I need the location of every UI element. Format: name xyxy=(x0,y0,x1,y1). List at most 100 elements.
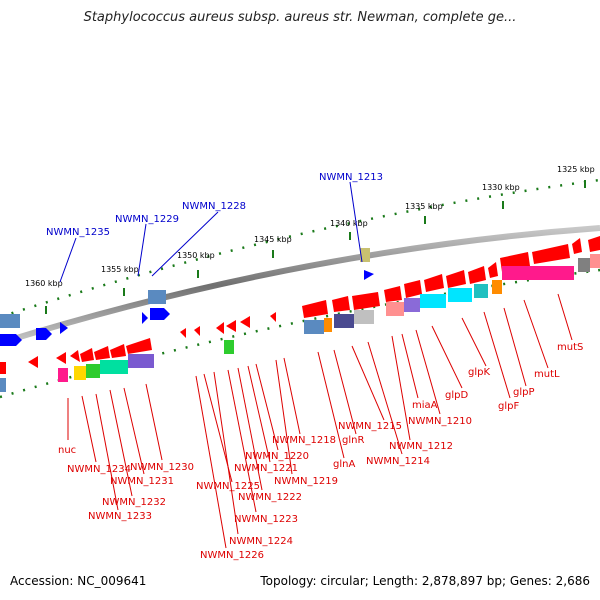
gene-arrow xyxy=(404,280,422,298)
top-label-leaders xyxy=(59,181,363,283)
gene-label-bottom: glnA xyxy=(333,459,355,470)
feature-block xyxy=(448,288,472,302)
kbp-label: 1325 kbp xyxy=(557,165,595,174)
gene-label-bottom: NWMN_1223 xyxy=(234,514,298,525)
feature-block xyxy=(386,302,404,316)
gene-label-top: NWMN_1213 xyxy=(319,172,383,183)
feature-blocks[interactable] xyxy=(0,248,600,392)
feature-block xyxy=(590,254,600,268)
gene-arrow xyxy=(56,352,66,364)
gene-label-bottom: NWMN_1212 xyxy=(389,441,453,452)
gene-arrow xyxy=(240,316,250,328)
accession-text: Accession: NC_009641 xyxy=(10,574,147,588)
feature-block xyxy=(58,368,68,382)
gene-label-bottom: NWMN_1210 xyxy=(408,416,472,427)
gene-label-bottom: NWMN_1233 xyxy=(88,511,152,522)
reverse-gene-arrows[interactable] xyxy=(0,270,374,346)
gene-arrow xyxy=(194,326,200,336)
kbp-tick-labels: 1325 kbp 1330 kbp 1335 kbp 1340 kbp 1345… xyxy=(25,165,595,288)
gene-label-bottom: mutS xyxy=(557,342,583,353)
feature-block xyxy=(474,284,488,298)
gene-arrow xyxy=(446,270,466,288)
gene-label-bottom: glpD xyxy=(445,390,468,401)
gene-arrow xyxy=(302,300,328,318)
gene-arrow xyxy=(110,344,126,358)
gene-arrow xyxy=(270,312,276,322)
gene-label-bottom: NWMN_1226 xyxy=(200,550,264,561)
gene-label-bottom: NWMN_1225 xyxy=(196,481,260,492)
feature-block xyxy=(420,294,446,308)
gene-label-bottom: glpK xyxy=(468,367,490,378)
gene-arrow xyxy=(468,266,486,284)
kbp-major-ticks xyxy=(45,180,586,314)
feature-block xyxy=(100,360,128,374)
feature-block xyxy=(354,310,374,324)
gene-label-bottom: NWMN_1230 xyxy=(130,462,194,473)
gene-arrow xyxy=(0,334,22,346)
feature-block xyxy=(360,248,370,262)
gene-label-bottom: NWMN_1222 xyxy=(238,492,302,503)
top-labels[interactable]: NWMN_1213 NWMN_1228 NWMN_1229 NWMN_1235 xyxy=(46,172,383,238)
gene-label-bottom: NWMN_1214 xyxy=(366,456,430,467)
bottom-labels[interactable]: mutS mutL glpP glpF glpK glpD NWMN_1210 … xyxy=(58,342,583,561)
gene-arrow xyxy=(332,296,350,312)
gene-label-top: NWMN_1235 xyxy=(46,227,110,238)
gene-label-top: NWMN_1229 xyxy=(115,214,179,225)
kbp-label: 1355 kbp xyxy=(101,265,139,274)
gene-arrow xyxy=(60,322,68,334)
gene-arrow xyxy=(216,322,224,334)
chromosome-backbone xyxy=(0,225,600,346)
gene-arrow xyxy=(80,348,94,362)
kbp-scale-track xyxy=(0,178,600,319)
feature-block xyxy=(404,298,420,312)
gene-label-bottom: glpP xyxy=(513,387,535,398)
bottom-label-leaders xyxy=(67,293,573,549)
gene-label-bottom: NWMN_1232 xyxy=(102,497,166,508)
gene-arrow xyxy=(94,346,110,360)
gene-arrow xyxy=(126,338,152,354)
kbp-label: 1340 kbp xyxy=(330,219,368,228)
gene-label-bottom: NWMN_1219 xyxy=(274,476,338,487)
feature-block xyxy=(578,258,590,272)
feature-block xyxy=(128,354,154,368)
gene-label-bottom: NWMN_1234 xyxy=(67,464,131,475)
feature-block xyxy=(224,340,234,354)
gene-arrow xyxy=(70,350,80,362)
kbp-label: 1350 kbp xyxy=(177,251,215,260)
feature-block xyxy=(334,314,354,328)
kbp-label: 1330 kbp xyxy=(482,183,520,192)
feature-block xyxy=(324,318,332,332)
feature-block xyxy=(304,320,324,334)
feature-block xyxy=(502,266,574,280)
gene-arrow xyxy=(364,270,374,280)
feature-block xyxy=(0,314,20,328)
inner-scale-track xyxy=(0,268,600,399)
gene-label-bottom: NWMN_1221 xyxy=(234,463,298,474)
gene-label-bottom: NWMN_1224 xyxy=(229,536,293,547)
gene-arrow xyxy=(150,308,170,320)
gene-arrow xyxy=(28,356,38,368)
kbp-label: 1360 kbp xyxy=(25,279,63,288)
gene-label-bottom: glnR xyxy=(342,435,364,446)
gene-label-bottom: glpF xyxy=(498,401,519,412)
gene-arrow xyxy=(180,328,186,338)
gene-arrow xyxy=(424,274,444,292)
gene-arrow xyxy=(226,320,236,332)
gene-label-bottom: mutL xyxy=(534,369,560,380)
gene-arrow xyxy=(572,238,582,254)
feature-block xyxy=(86,364,100,378)
gene-arrow xyxy=(384,286,402,302)
map-title: Staphylococcus aureus subsp. aureus str.… xyxy=(83,10,517,25)
gene-arrow xyxy=(0,362,6,374)
gene-arrow xyxy=(142,312,148,324)
gene-label-bottom: NWMN_1218 xyxy=(272,435,336,446)
gene-label-top: NWMN_1228 xyxy=(182,201,246,212)
gene-label-bottom: NWMN_1231 xyxy=(110,476,174,487)
gene-arrow xyxy=(532,244,570,264)
gene-label-bottom: NWMN_1220 xyxy=(245,451,309,462)
gene-arrow xyxy=(36,328,52,340)
forward-gene-arrows[interactable] xyxy=(0,236,600,374)
genome-summary-text: Topology: circular; Length: 2,878,897 bp… xyxy=(260,574,590,588)
gene-arrow xyxy=(488,262,498,278)
